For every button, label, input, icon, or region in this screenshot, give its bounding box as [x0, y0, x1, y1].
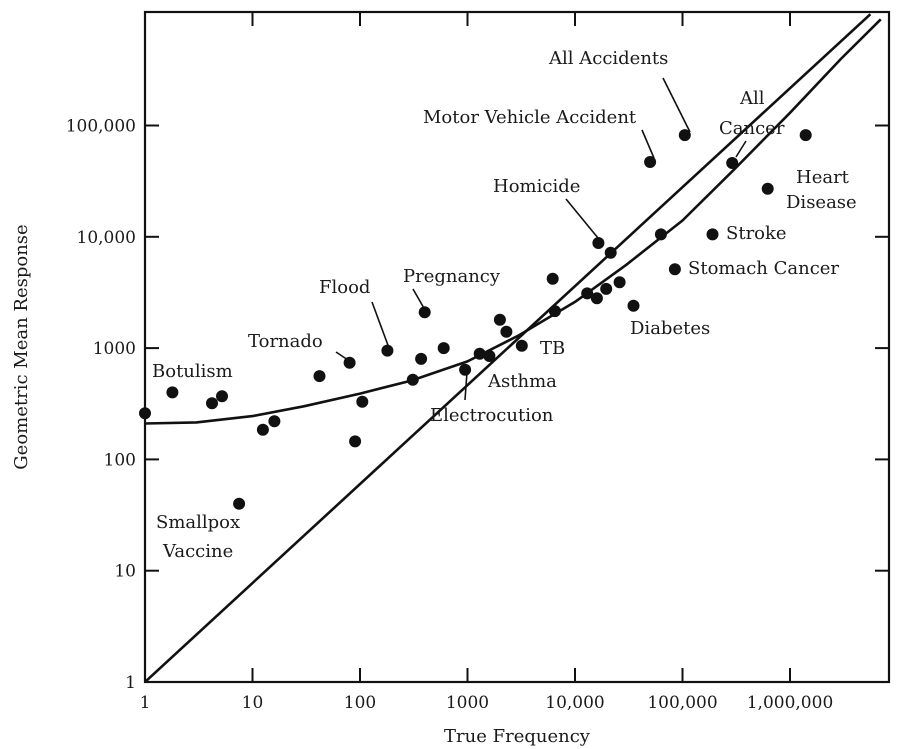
annotation-pointer — [735, 140, 747, 158]
data-point — [233, 497, 246, 510]
x-axis-title: True Frequency — [444, 726, 591, 747]
annotation-label: Smallpox — [156, 512, 240, 533]
data-point — [581, 287, 594, 300]
x-tick-label: 10,000 — [545, 693, 604, 713]
x-tick-label: 10 — [242, 693, 264, 713]
plot-frame — [143, 10, 891, 684]
data-point — [418, 306, 431, 319]
annotation-label: Diabetes — [630, 318, 710, 339]
annotation-label: Stomach Cancer — [688, 258, 839, 279]
annotation-label: Electrocution — [430, 405, 554, 426]
annotation-label: Botulism — [152, 361, 233, 382]
data-point — [644, 156, 657, 168]
x-tick-label: 1000 — [446, 693, 489, 713]
data-point — [381, 344, 394, 357]
annotation-label: Cancer — [719, 118, 785, 139]
data-point — [600, 282, 613, 295]
annotation-label: Pregnancy — [403, 266, 501, 287]
y-tick-label: 1 — [125, 673, 136, 693]
y-axis-title: Geometric Mean Response — [11, 224, 32, 469]
data-point — [415, 352, 428, 365]
annotation-label: TB — [540, 338, 565, 359]
data-point — [546, 272, 559, 285]
data-point — [166, 386, 179, 399]
data-point — [678, 129, 691, 142]
data-point — [592, 237, 605, 249]
annotation-label: Stroke — [726, 223, 787, 244]
data-point — [604, 246, 617, 259]
annotation-label: Disease — [786, 192, 857, 213]
annotation-pointer — [464, 371, 468, 401]
data-point — [268, 415, 281, 428]
data-point — [437, 342, 450, 355]
data-point — [216, 390, 228, 403]
data-point — [706, 228, 719, 241]
data-point — [799, 129, 812, 142]
x-tick-label: 1 — [140, 693, 151, 713]
data-point — [256, 423, 269, 436]
data-point — [761, 182, 774, 195]
annotation-pointer — [662, 77, 691, 133]
annotation-label: All Accidents — [548, 48, 668, 69]
data-point — [473, 347, 486, 360]
y-tick-label: 100,000 — [66, 117, 136, 137]
annotation-pointer — [371, 301, 390, 349]
x-tick-label: 1,000,000 — [747, 693, 834, 713]
annotation-label: All — [739, 88, 765, 109]
data-point — [406, 373, 419, 386]
data-point — [343, 356, 356, 369]
data-point — [459, 363, 472, 376]
data-point — [483, 350, 496, 362]
y-tick-label: 10 — [114, 562, 136, 582]
data-point — [627, 299, 640, 312]
annotation-label: Asthma — [487, 371, 557, 392]
data-point — [500, 325, 513, 338]
data-point — [515, 339, 528, 352]
y-tick-label: 100 — [104, 450, 136, 470]
identity-line — [145, 13, 872, 682]
data-point — [349, 435, 362, 448]
data-point — [613, 276, 626, 289]
fit-curve — [145, 18, 882, 425]
annotation-label: Vaccine — [162, 541, 233, 562]
data-point — [356, 395, 369, 408]
annotation-label: Motor Vehicle Accident — [423, 107, 637, 128]
data-point — [668, 263, 681, 276]
data-point — [313, 370, 326, 383]
data-point — [654, 228, 667, 241]
annotation-label: Tornado — [248, 331, 323, 352]
annotation-label: Flood — [319, 277, 370, 298]
annotation-pointer — [641, 129, 655, 159]
data-point — [206, 397, 218, 410]
y-tick-label: 1000 — [93, 339, 136, 359]
data-point — [548, 305, 561, 318]
data-point — [493, 313, 506, 326]
data-point — [726, 157, 739, 169]
annotation-pointer — [565, 198, 599, 239]
data-point — [590, 292, 603, 305]
y-tick-label: 10,000 — [77, 228, 136, 248]
annotation-label: Homicide — [493, 176, 580, 197]
x-tick-label: 100,000 — [647, 693, 717, 713]
x-tick-label: 100 — [344, 693, 376, 713]
data-point — [139, 407, 151, 420]
annotation-label: Heart — [796, 167, 850, 188]
